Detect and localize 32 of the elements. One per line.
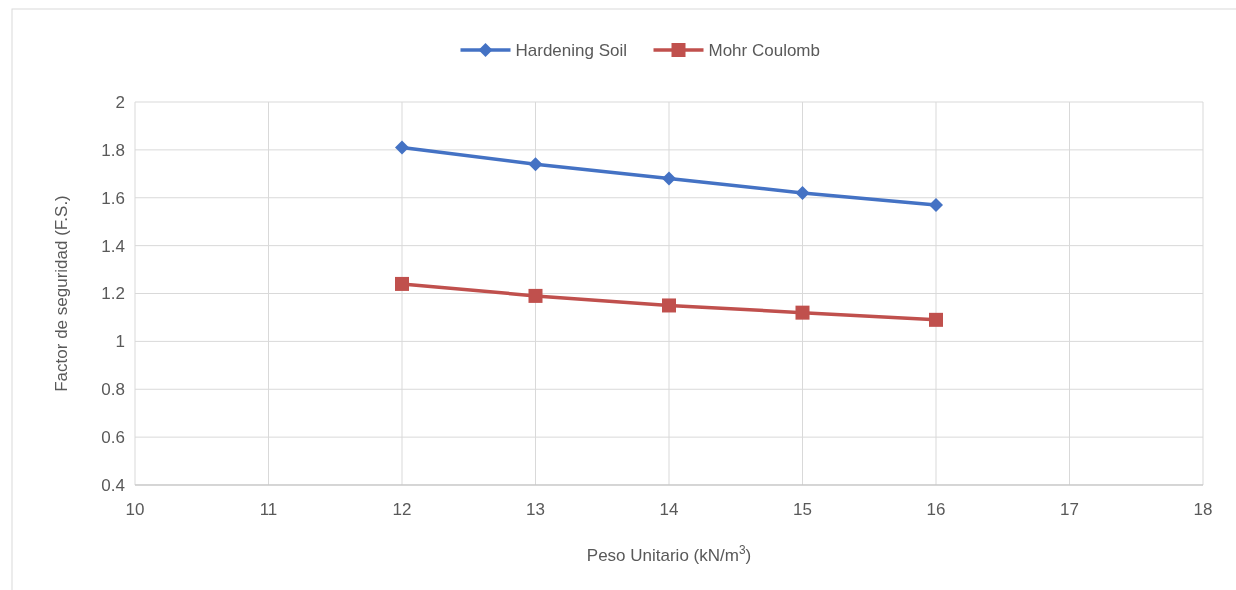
legend-label: Hardening Soil [515,40,628,60]
point [395,276,409,291]
point [795,305,810,320]
x-tick-label: 15 [793,500,812,519]
x-tick-label: 17 [1060,500,1079,519]
point [662,171,676,186]
point [929,197,943,212]
x-tick-label: 12 [392,500,412,519]
y-tick-label: 1.8 [101,140,125,160]
point [528,157,543,172]
y-tick-label: 1.6 [101,188,125,208]
point [528,288,543,303]
x-tick-label: 16 [926,500,946,519]
legend-label: Mohr Coulomb [708,40,820,60]
point [395,140,409,155]
y-tick-label: 1.4 [101,236,125,256]
point [795,185,810,200]
y-tick-label: 2 [115,92,125,112]
x-tick-label: 11 [259,500,278,519]
point [929,312,943,327]
point [662,298,676,313]
y-tick-label: 0.8 [101,380,125,400]
y-tick-label: 1 [115,332,125,352]
x-tick-label: 10 [125,500,145,519]
x-tick-label: 18 [1193,500,1213,519]
y-tick-label: 0.6 [101,428,125,448]
y-tick-label: 0.4 [101,475,125,495]
x-tick-label: 13 [526,500,545,519]
x-axis-title: Peso Unitario (kN/m$^{3}$) [586,543,752,565]
y-axis-title: Factor de seguridad (F.S.) [52,195,71,392]
x-tick-label: 14 [659,500,679,519]
y-tick-label: 1.2 [101,284,125,304]
